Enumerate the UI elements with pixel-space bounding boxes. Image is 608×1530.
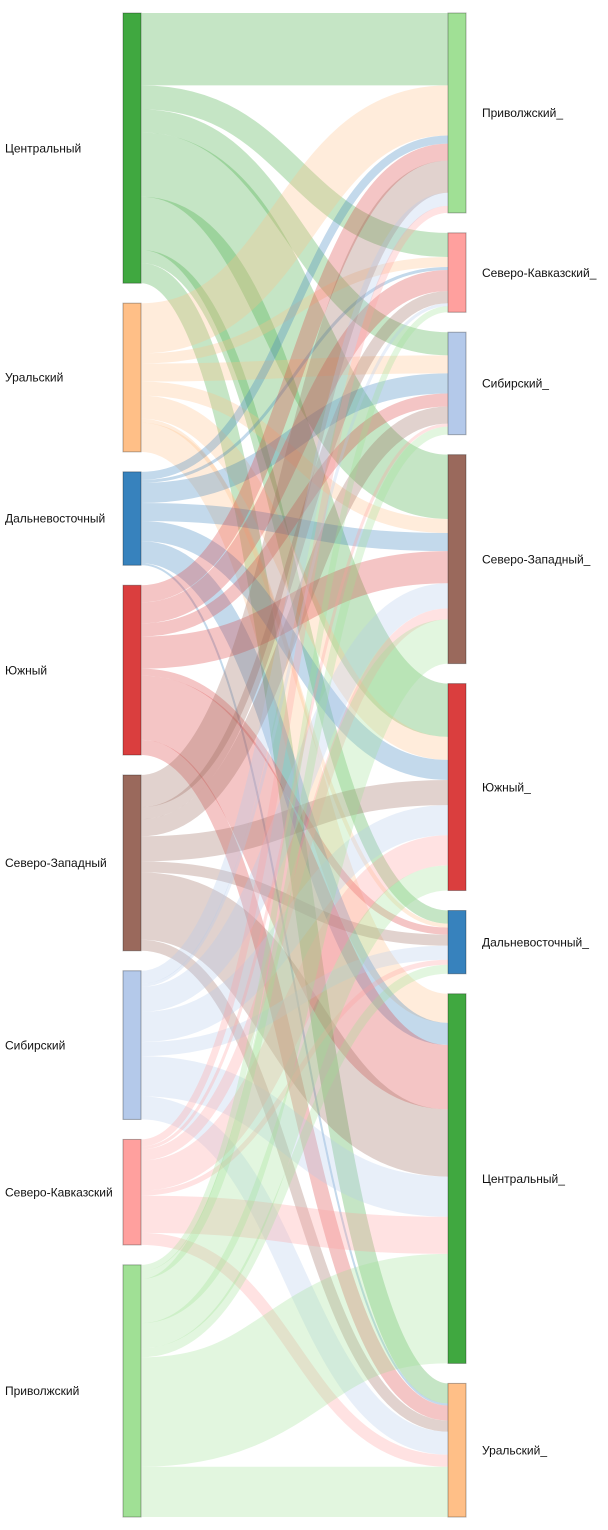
source-node-label: Сибирский	[5, 1038, 65, 1052]
flow-link[interactable]	[140, 945, 449, 1057]
flow-link[interactable]	[140, 563, 449, 1406]
source-node-label: Южный	[5, 663, 47, 677]
target-node-label: Дальневосточный_	[482, 935, 589, 949]
source-node[interactable]	[122, 12, 142, 284]
flow-link[interactable]	[139, 85, 450, 354]
flow-link[interactable]	[138, 132, 451, 519]
flow-link[interactable]	[138, 196, 451, 737]
flow-link[interactable]	[140, 306, 449, 1271]
source-node[interactable]	[122, 1138, 142, 1246]
nodes-layer: Центральный Уральский Дальневосточный Южный…	[5, 12, 597, 1518]
flow-link[interactable]	[138, 675, 451, 1110]
flow-link[interactable]	[138, 619, 451, 1324]
flow-link[interactable]	[140, 939, 449, 1432]
target-node-label: Приволжский_	[482, 106, 563, 120]
source-node[interactable]	[122, 302, 142, 453]
flow-link[interactable]	[140, 270, 449, 624]
flow-link[interactable]	[140, 393, 449, 637]
flow-link[interactable]	[140, 865, 449, 1349]
flow-link[interactable]	[140, 959, 449, 1196]
flow-link[interactable]	[139, 422, 450, 1023]
flow-link[interactable]	[140, 395, 449, 760]
flow-link[interactable]	[140, 668, 449, 935]
source-node-label: Северо-Кавказский	[5, 1185, 113, 1199]
target-node[interactable]	[447, 12, 467, 214]
target-node[interactable]	[447, 910, 467, 975]
target-node-label: Сибирский_	[482, 377, 549, 391]
flow-link[interactable]	[139, 160, 450, 808]
flow-link[interactable]	[140, 1195, 449, 1254]
target-node-label: Северо-Западный_	[482, 552, 591, 566]
target-node[interactable]	[447, 683, 467, 892]
flow-link[interactable]	[140, 861, 449, 946]
source-node-label: Северо-Западный	[5, 856, 107, 870]
flow-link[interactable]	[140, 381, 449, 534]
flow-link[interactable]	[140, 426, 449, 1279]
flow-link[interactable]	[140, 423, 449, 1150]
source-node-label: Дальневосточный	[5, 512, 105, 526]
flow-link[interactable]	[140, 541, 449, 1046]
flow-link[interactable]	[140, 109, 449, 356]
flow-link[interactable]	[140, 583, 449, 1012]
flow-link[interactable]	[140, 135, 449, 480]
flow-link[interactable]	[140, 250, 449, 924]
flow-link[interactable]	[140, 521, 449, 781]
flow-link[interactable]	[140, 835, 449, 1191]
flow-link[interactable]	[140, 355, 449, 382]
flow-link[interactable]	[140, 192, 449, 984]
source-node[interactable]	[122, 774, 142, 952]
flow-link[interactable]	[140, 303, 449, 987]
source-node-label: Уральский	[5, 371, 63, 385]
flow-link[interactable]	[140, 805, 449, 1043]
flow-link[interactable]	[140, 1232, 449, 1467]
source-node[interactable]	[122, 584, 142, 756]
flow-link[interactable]	[140, 406, 449, 837]
target-node-label: Центральный_	[482, 1172, 565, 1186]
flow-link[interactable]	[140, 205, 449, 1147]
source-node[interactable]	[122, 471, 142, 566]
flow-link[interactable]	[140, 502, 449, 552]
flow-link[interactable]	[140, 608, 449, 1161]
source-node[interactable]	[122, 1264, 142, 1518]
flow-link[interactable]	[140, 267, 449, 483]
target-node-label: Южный_	[482, 780, 531, 794]
flow-link[interactable]	[140, 291, 449, 820]
source-node-label: Приволжский	[5, 1384, 79, 1398]
target-node-label: Северо-Кавказский_	[482, 266, 597, 280]
target-node[interactable]	[447, 454, 467, 665]
flow-link[interactable]	[140, 85, 449, 257]
flow-link[interactable]	[140, 256, 449, 364]
flow-link[interactable]	[140, 1056, 449, 1217]
flow-link[interactable]	[140, 964, 449, 1358]
target-node[interactable]	[447, 232, 467, 313]
flow-link[interactable]	[139, 1253, 450, 1467]
flow-link[interactable]	[140, 418, 449, 928]
flow-link[interactable]	[140, 739, 449, 1421]
flow-link[interactable]	[140, 1096, 449, 1455]
flow-link[interactable]	[139, 872, 450, 1177]
flow-link[interactable]	[140, 143, 449, 603]
target-node-label: Уральский_	[482, 1443, 547, 1457]
source-node-label: Центральный	[5, 141, 81, 155]
flow-link[interactable]	[140, 780, 449, 862]
flow-link[interactable]	[140, 551, 449, 669]
target-node[interactable]	[447, 993, 467, 1364]
flow-link[interactable]	[140, 373, 449, 503]
flow-link[interactable]	[139, 263, 450, 1404]
target-node[interactable]	[447, 331, 467, 436]
target-node[interactable]	[447, 1382, 467, 1518]
links-layer	[138, 13, 451, 1518]
source-node[interactable]	[122, 970, 142, 1120]
